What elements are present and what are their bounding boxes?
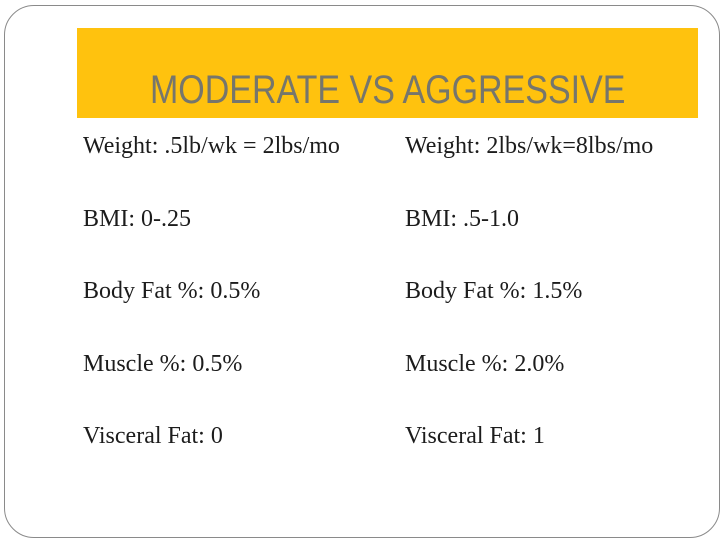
- moderate-body-fat: Body Fat %: 0.5%: [83, 278, 261, 304]
- moderate-weight: Weight: .5lb/wk = 2lbs/mo: [83, 133, 340, 159]
- moderate-visceral-fat: Visceral Fat: 0: [83, 423, 223, 449]
- slide-title: MODERATE VS AGGRESSIVE: [149, 68, 626, 112]
- title-bar: MODERATE VS AGGRESSIVE: [77, 28, 698, 118]
- aggressive-bmi: BMI: .5-1.0: [405, 205, 519, 232]
- aggressive-muscle: Muscle %: 2.0%: [405, 350, 565, 377]
- aggressive-body-fat: Body Fat %: 1.5%: [405, 278, 583, 304]
- moderate-muscle: Muscle %: 0.5%: [83, 350, 243, 377]
- slide-frame: MODERATE VS AGGRESSIVE Weight: .5lb/wk =…: [4, 5, 720, 538]
- comparison-grid: Weight: .5lb/wk = 2lbs/mo Weight: 2lbs/w…: [83, 127, 653, 490]
- moderate-bmi: BMI: 0-.25: [83, 205, 191, 232]
- aggressive-weight: Weight: 2lbs/wk=8lbs/mo: [405, 133, 654, 159]
- aggressive-visceral-fat: Visceral Fat: 1: [405, 423, 545, 449]
